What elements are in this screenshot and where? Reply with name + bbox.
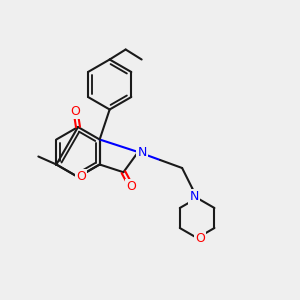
Text: O: O — [70, 105, 80, 118]
Text: O: O — [195, 232, 205, 244]
Text: N: N — [137, 146, 147, 158]
Text: O: O — [76, 170, 86, 184]
Text: N: N — [189, 190, 199, 203]
Text: O: O — [126, 180, 136, 193]
